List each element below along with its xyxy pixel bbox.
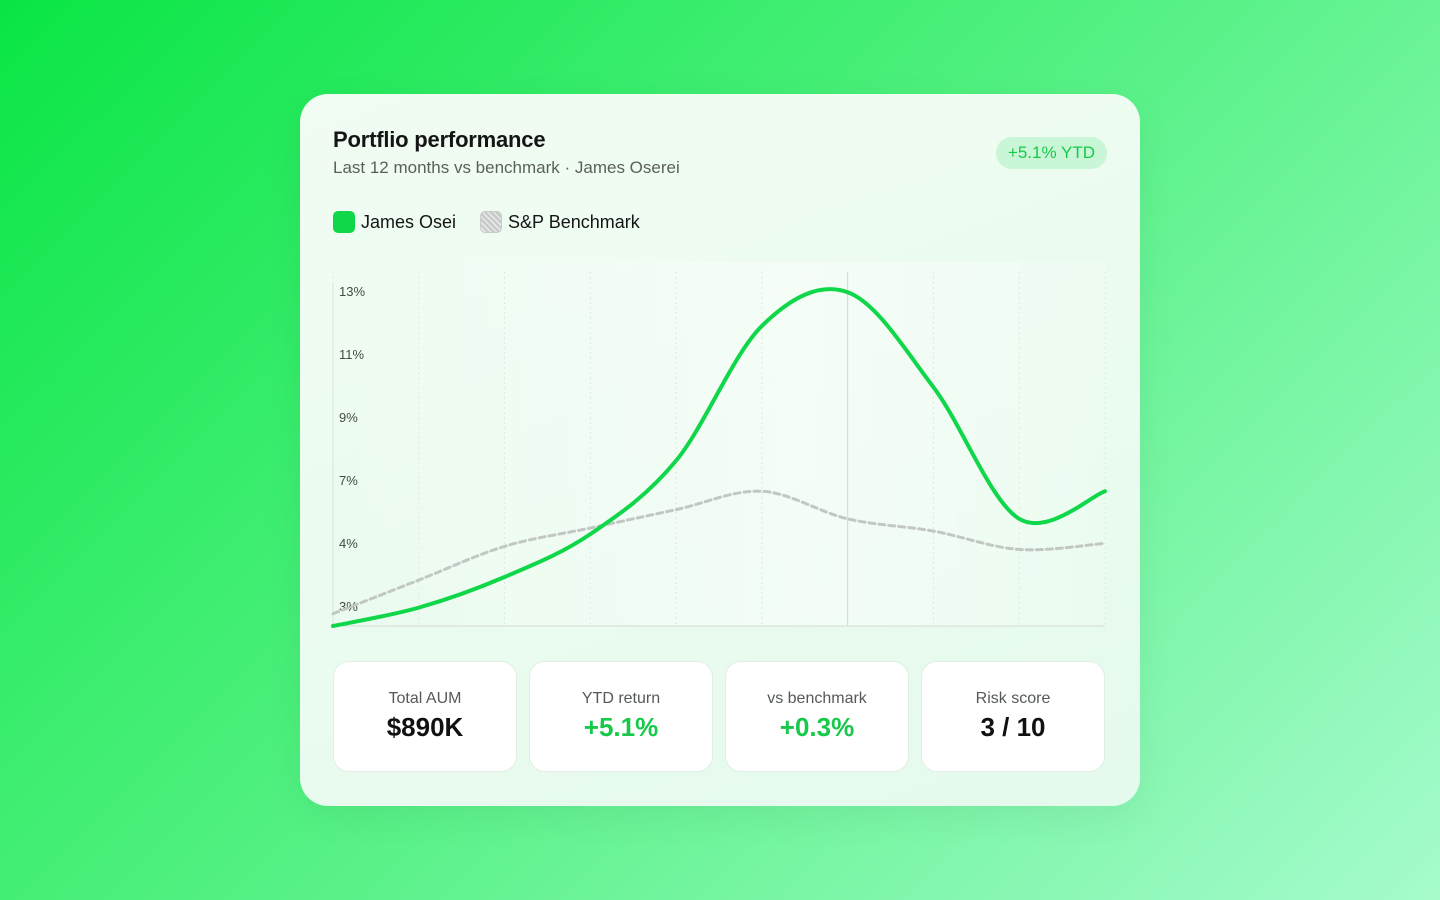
plot-area: [333, 262, 1106, 626]
stat-label: vs benchmark: [767, 690, 867, 707]
legend-swatch-benchmark: [480, 211, 503, 233]
y-tick-label: 13%: [339, 284, 365, 299]
y-tick-label: 4%: [339, 536, 358, 551]
portfolio-card: 13% 11% 9% 7% 4% 3% Portflio performance Last…: [300, 94, 1140, 806]
stat-ytd-return: YTD return +5.1%: [529, 661, 713, 772]
legend-item-james-osei[interactable]: James Osei: [333, 211, 456, 233]
stats-row: Total AUM $890K YTD return +5.1% vs benc…: [333, 661, 1105, 772]
benchmark-series-line: [331, 489, 1107, 616]
y-tick-label: 9%: [339, 410, 358, 425]
stat-value: $890K: [386, 712, 464, 742]
stat-label: YTD return: [581, 690, 661, 707]
stat-label: Risk score: [975, 690, 1051, 707]
stat-total-aum: Total AUM $890K: [333, 661, 517, 772]
stat-value: +0.3%: [779, 712, 855, 742]
stat-risk-score: Risk score 3 / 10: [921, 661, 1105, 772]
legend-swatch-james-osei: [333, 211, 355, 233]
james-osei-series-line: [331, 287, 1107, 628]
performance-chart: 13%11%9%7%4%3%: [331, 262, 1107, 628]
y-tick-label: 11%: [339, 347, 364, 362]
legend-item-benchmark[interactable]: S&P Benchmark: [480, 211, 640, 233]
stat-label: Total AUM: [388, 690, 462, 707]
legend-label-benchmark: S&P Benchmark: [508, 211, 640, 232]
card-title: Portflio performance: [333, 127, 546, 152]
y-tick-label: 7%: [339, 473, 358, 488]
ytd-badge: +5.1% YTD: [995, 137, 1107, 169]
chart-legend: James Osei S&P Benchmark: [333, 211, 640, 233]
stat-value: 3 / 10: [980, 712, 1046, 742]
stat-value: +5.1%: [583, 712, 659, 742]
legend-label-james-osei: James Osei: [361, 211, 457, 232]
stat-vs-benchmark: vs benchmark +0.3%: [725, 661, 909, 772]
card-subtitle: Last 12 months vs benchmark · James Oser…: [333, 158, 680, 177]
